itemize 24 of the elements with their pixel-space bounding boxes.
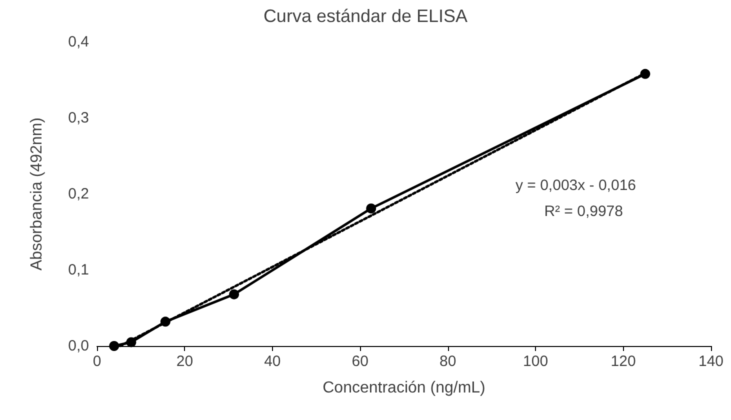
point	[160, 316, 170, 327]
y-tick-label: 0,2	[68, 186, 89, 202]
x-tick-label: 60	[352, 353, 368, 370]
x-tick-label: 20	[176, 353, 194, 370]
y-tick-label: 0,1	[68, 262, 89, 278]
y-tick-label: 0,4	[68, 34, 89, 50]
x-tick-label: 80	[440, 353, 456, 370]
chart-title: Curva estándar de ELISA	[263, 6, 468, 26]
point	[109, 341, 120, 351]
point	[366, 203, 376, 214]
x-tick-label: 100	[523, 353, 548, 370]
point	[229, 289, 240, 300]
point	[640, 68, 650, 79]
x-tick-label: 120	[610, 353, 636, 370]
annotation: y = 0,003x - 0,016	[516, 177, 636, 194]
y-axis-title: Absorbancia (492nm)	[28, 118, 46, 270]
y-tick-label: 0,3	[68, 110, 89, 126]
x-tick-label: 40	[264, 353, 281, 370]
y-tick-label: 0,0	[68, 338, 89, 354]
point	[126, 337, 136, 348]
x-axis-title: Concentración (ng/mL)	[322, 380, 486, 396]
x-tick-label: 0	[92, 353, 102, 370]
annotation: R² = 0,9978	[544, 203, 623, 220]
x-tick-label: 140	[698, 353, 724, 370]
